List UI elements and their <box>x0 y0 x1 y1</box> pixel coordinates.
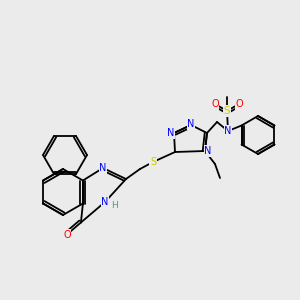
Text: S: S <box>224 106 230 116</box>
Text: O: O <box>63 230 71 239</box>
Text: O: O <box>211 99 219 109</box>
Text: N: N <box>204 146 212 156</box>
Text: O: O <box>235 99 243 109</box>
Text: S: S <box>150 157 156 167</box>
Text: N: N <box>187 119 195 129</box>
Text: N: N <box>99 163 107 173</box>
Text: N: N <box>167 128 175 138</box>
Text: H: H <box>112 200 118 209</box>
Text: N: N <box>101 197 109 207</box>
Text: N: N <box>224 126 232 136</box>
